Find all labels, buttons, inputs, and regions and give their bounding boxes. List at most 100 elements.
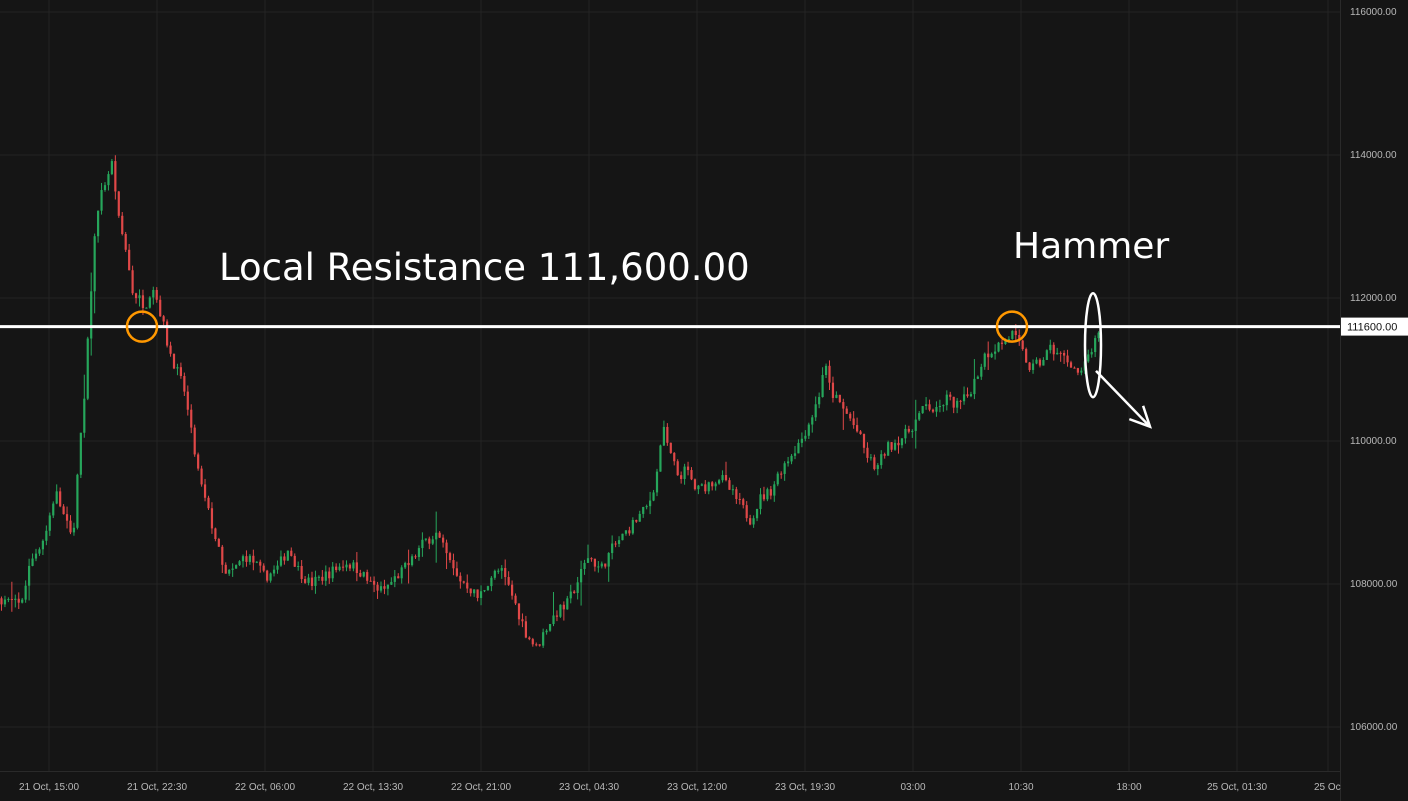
candle[interactable] xyxy=(631,517,634,535)
candle[interactable] xyxy=(28,558,31,601)
candle[interactable] xyxy=(304,576,307,584)
candle[interactable] xyxy=(914,399,917,449)
candle[interactable] xyxy=(621,533,624,541)
candle[interactable] xyxy=(1049,339,1052,354)
candle[interactable] xyxy=(359,569,362,578)
candle[interactable] xyxy=(431,535,434,546)
candle[interactable] xyxy=(1011,330,1014,340)
candle[interactable] xyxy=(138,289,141,307)
candle[interactable] xyxy=(887,440,890,456)
candle[interactable] xyxy=(34,548,38,562)
candle[interactable] xyxy=(400,565,403,584)
candle[interactable] xyxy=(783,461,786,481)
candle[interactable] xyxy=(807,422,810,439)
candle[interactable] xyxy=(628,526,631,536)
candle[interactable] xyxy=(90,272,93,356)
candle[interactable] xyxy=(1021,339,1024,351)
candle[interactable] xyxy=(252,549,255,571)
candle[interactable] xyxy=(69,515,72,535)
candle[interactable] xyxy=(362,571,365,578)
candle[interactable] xyxy=(856,417,859,433)
candle[interactable] xyxy=(376,581,379,599)
candle[interactable] xyxy=(228,569,231,576)
candle[interactable] xyxy=(811,414,814,433)
candle[interactable] xyxy=(217,537,220,547)
candle[interactable] xyxy=(248,554,251,565)
candle[interactable] xyxy=(790,454,793,465)
candle[interactable] xyxy=(269,572,272,583)
candle[interactable] xyxy=(1069,360,1073,368)
candle[interactable] xyxy=(1080,367,1083,376)
candle[interactable] xyxy=(393,569,396,588)
candle[interactable] xyxy=(769,485,772,500)
candle[interactable] xyxy=(110,158,113,176)
candle[interactable] xyxy=(521,613,524,628)
candle[interactable] xyxy=(611,535,614,560)
candle[interactable] xyxy=(428,536,431,550)
candle[interactable] xyxy=(466,574,469,593)
candle[interactable] xyxy=(331,562,334,583)
candle[interactable] xyxy=(203,478,207,502)
candle[interactable] xyxy=(666,423,669,446)
candle[interactable] xyxy=(918,410,921,421)
candle[interactable] xyxy=(17,592,20,610)
candle[interactable] xyxy=(103,182,107,192)
candle[interactable] xyxy=(479,585,483,606)
candle[interactable] xyxy=(949,391,952,401)
candle[interactable] xyxy=(538,644,541,647)
candle[interactable] xyxy=(114,155,117,200)
candle[interactable] xyxy=(1056,347,1059,355)
candle[interactable] xyxy=(724,461,728,482)
candle[interactable] xyxy=(345,560,348,572)
resistance-line-group[interactable]: 111600.00 xyxy=(0,317,1408,336)
candle[interactable] xyxy=(169,341,172,357)
candle[interactable] xyxy=(714,481,717,491)
candle[interactable] xyxy=(649,491,652,515)
candle[interactable] xyxy=(828,360,831,390)
candle[interactable] xyxy=(162,314,165,326)
candle[interactable] xyxy=(128,243,131,271)
candle[interactable] xyxy=(417,545,421,561)
candle[interactable] xyxy=(45,525,48,546)
candle[interactable] xyxy=(283,553,286,565)
candle[interactable] xyxy=(642,506,645,518)
candle[interactable] xyxy=(10,581,13,612)
candle[interactable] xyxy=(766,487,769,502)
candle[interactable] xyxy=(528,636,531,641)
candle[interactable] xyxy=(983,352,986,370)
candle[interactable] xyxy=(969,391,973,398)
candle[interactable] xyxy=(486,585,490,591)
candle[interactable] xyxy=(31,553,34,567)
candle[interactable] xyxy=(517,603,521,626)
candle[interactable] xyxy=(617,536,621,548)
candle[interactable] xyxy=(693,478,697,491)
candle[interactable] xyxy=(317,575,320,581)
candle[interactable] xyxy=(952,396,955,414)
candle[interactable] xyxy=(1018,329,1021,346)
candle[interactable] xyxy=(193,424,196,457)
candle[interactable] xyxy=(38,547,41,556)
candle[interactable] xyxy=(980,363,983,380)
candle[interactable] xyxy=(931,408,935,414)
candle[interactable] xyxy=(3,595,7,608)
candle[interactable] xyxy=(14,594,17,608)
candle[interactable] xyxy=(210,502,214,534)
candle[interactable] xyxy=(83,374,86,438)
candle[interactable] xyxy=(366,569,369,584)
candle[interactable] xyxy=(1063,350,1066,365)
candle[interactable] xyxy=(1000,339,1004,350)
candle[interactable] xyxy=(987,341,990,370)
candle[interactable] xyxy=(65,506,69,529)
candle[interactable] xyxy=(776,471,779,487)
candle[interactable] xyxy=(52,501,55,519)
candle[interactable] xyxy=(166,319,169,348)
candle[interactable] xyxy=(662,420,665,447)
candle[interactable] xyxy=(442,534,445,548)
candle[interactable] xyxy=(976,375,979,380)
candle[interactable] xyxy=(245,550,248,567)
candle[interactable] xyxy=(676,459,679,476)
candle[interactable] xyxy=(324,565,327,586)
candle[interactable] xyxy=(814,396,817,422)
candle[interactable] xyxy=(704,480,707,494)
candle[interactable] xyxy=(145,307,148,309)
